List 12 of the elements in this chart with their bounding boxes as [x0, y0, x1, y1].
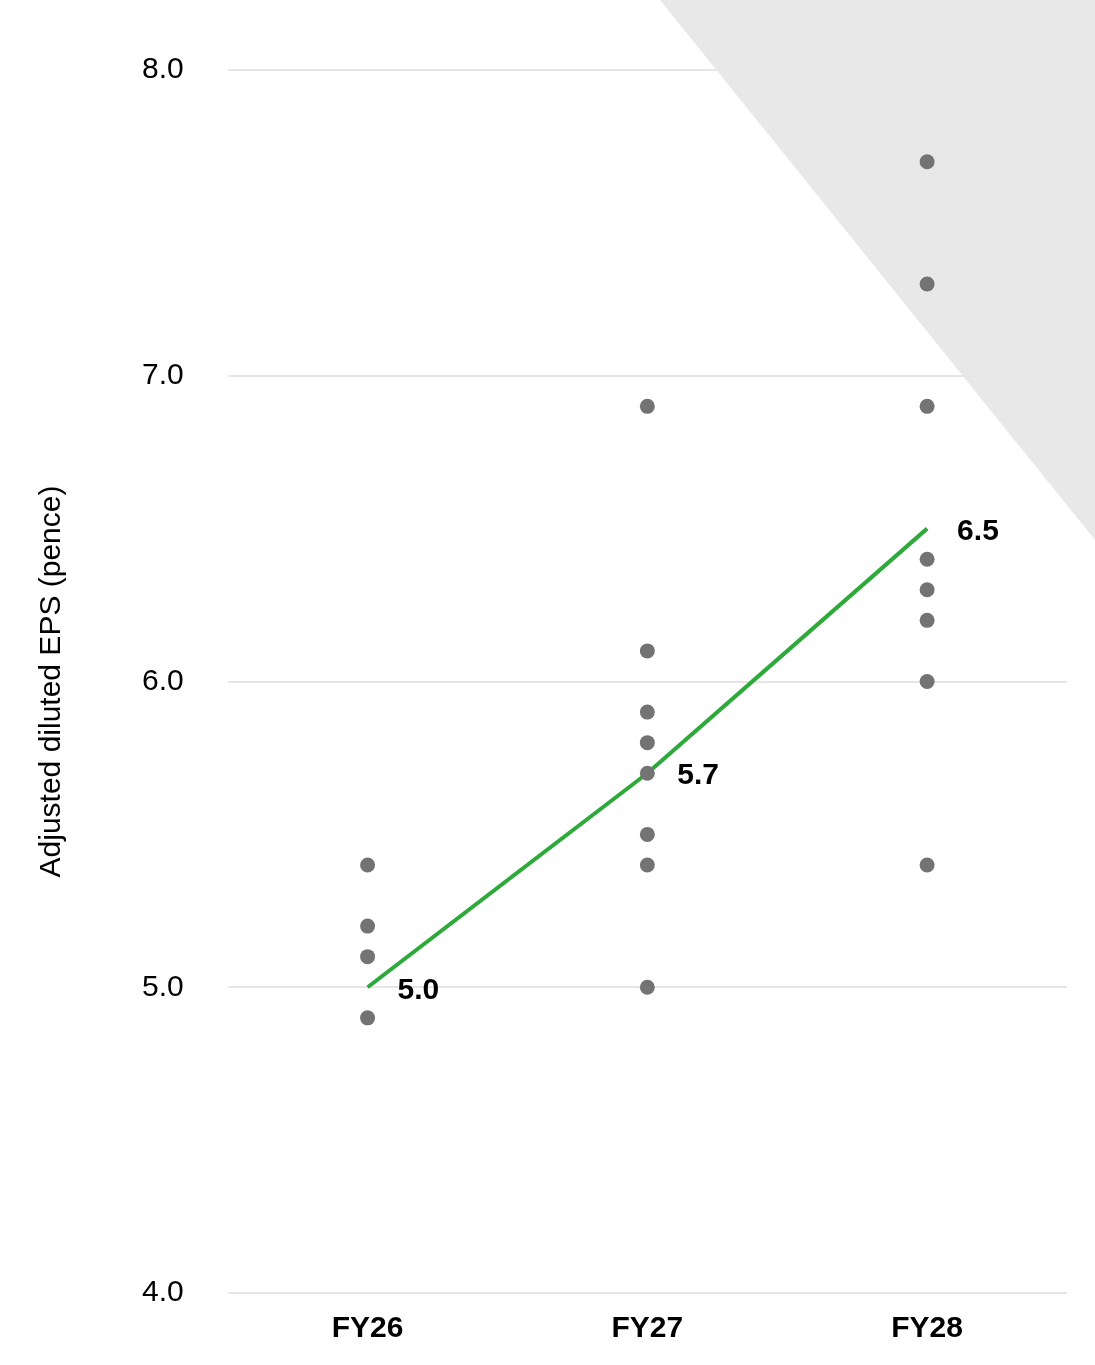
y-tick-label: 4.0	[141, 1274, 184, 1308]
x-tick-label: FY28	[891, 1310, 963, 1344]
x-tick-label: FY27	[611, 1310, 684, 1344]
y-axis-title: Adjusted diluted EPS (pence)	[33, 485, 67, 878]
x-tick-label: FY26	[331, 1310, 404, 1344]
data-label: 5.0	[397, 971, 440, 1005]
data-label: 5.7	[677, 757, 720, 791]
y-tick-label: 6.0	[141, 662, 184, 696]
y-tick-label: 5.0	[141, 968, 184, 1002]
data-label: 6.5	[957, 512, 999, 546]
y-tick-label: 8.0	[141, 51, 184, 85]
y-tick-label: 7.0	[141, 357, 184, 391]
